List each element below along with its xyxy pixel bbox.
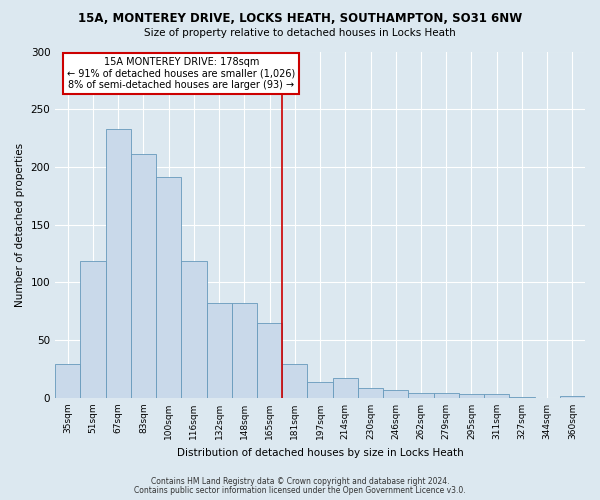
Bar <box>80 260 106 398</box>
Bar <box>509 397 535 398</box>
Bar <box>358 388 383 398</box>
Bar <box>459 394 484 398</box>
Bar <box>409 394 434 398</box>
Bar <box>206 303 232 398</box>
Bar <box>106 129 131 398</box>
Bar <box>232 303 257 398</box>
Bar <box>332 378 358 398</box>
Bar <box>434 394 459 398</box>
Text: 15A, MONTEREY DRIVE, LOCKS HEATH, SOUTHAMPTON, SO31 6NW: 15A, MONTEREY DRIVE, LOCKS HEATH, SOUTHA… <box>78 12 522 26</box>
Text: Contains public sector information licensed under the Open Government Licence v3: Contains public sector information licen… <box>134 486 466 495</box>
Bar <box>257 323 282 398</box>
Bar <box>383 390 409 398</box>
X-axis label: Distribution of detached houses by size in Locks Heath: Distribution of detached houses by size … <box>177 448 463 458</box>
Bar <box>484 394 509 398</box>
Text: Contains HM Land Registry data © Crown copyright and database right 2024.: Contains HM Land Registry data © Crown c… <box>151 477 449 486</box>
Bar <box>156 178 181 398</box>
Bar <box>181 260 206 398</box>
Bar <box>131 154 156 398</box>
Bar <box>560 396 585 398</box>
Bar <box>307 382 332 398</box>
Bar <box>55 364 80 398</box>
Bar <box>282 364 307 398</box>
Text: 15A MONTEREY DRIVE: 178sqm
← 91% of detached houses are smaller (1,026)
8% of se: 15A MONTEREY DRIVE: 178sqm ← 91% of deta… <box>67 58 295 90</box>
Y-axis label: Number of detached properties: Number of detached properties <box>15 142 25 307</box>
Text: Size of property relative to detached houses in Locks Heath: Size of property relative to detached ho… <box>144 28 456 38</box>
